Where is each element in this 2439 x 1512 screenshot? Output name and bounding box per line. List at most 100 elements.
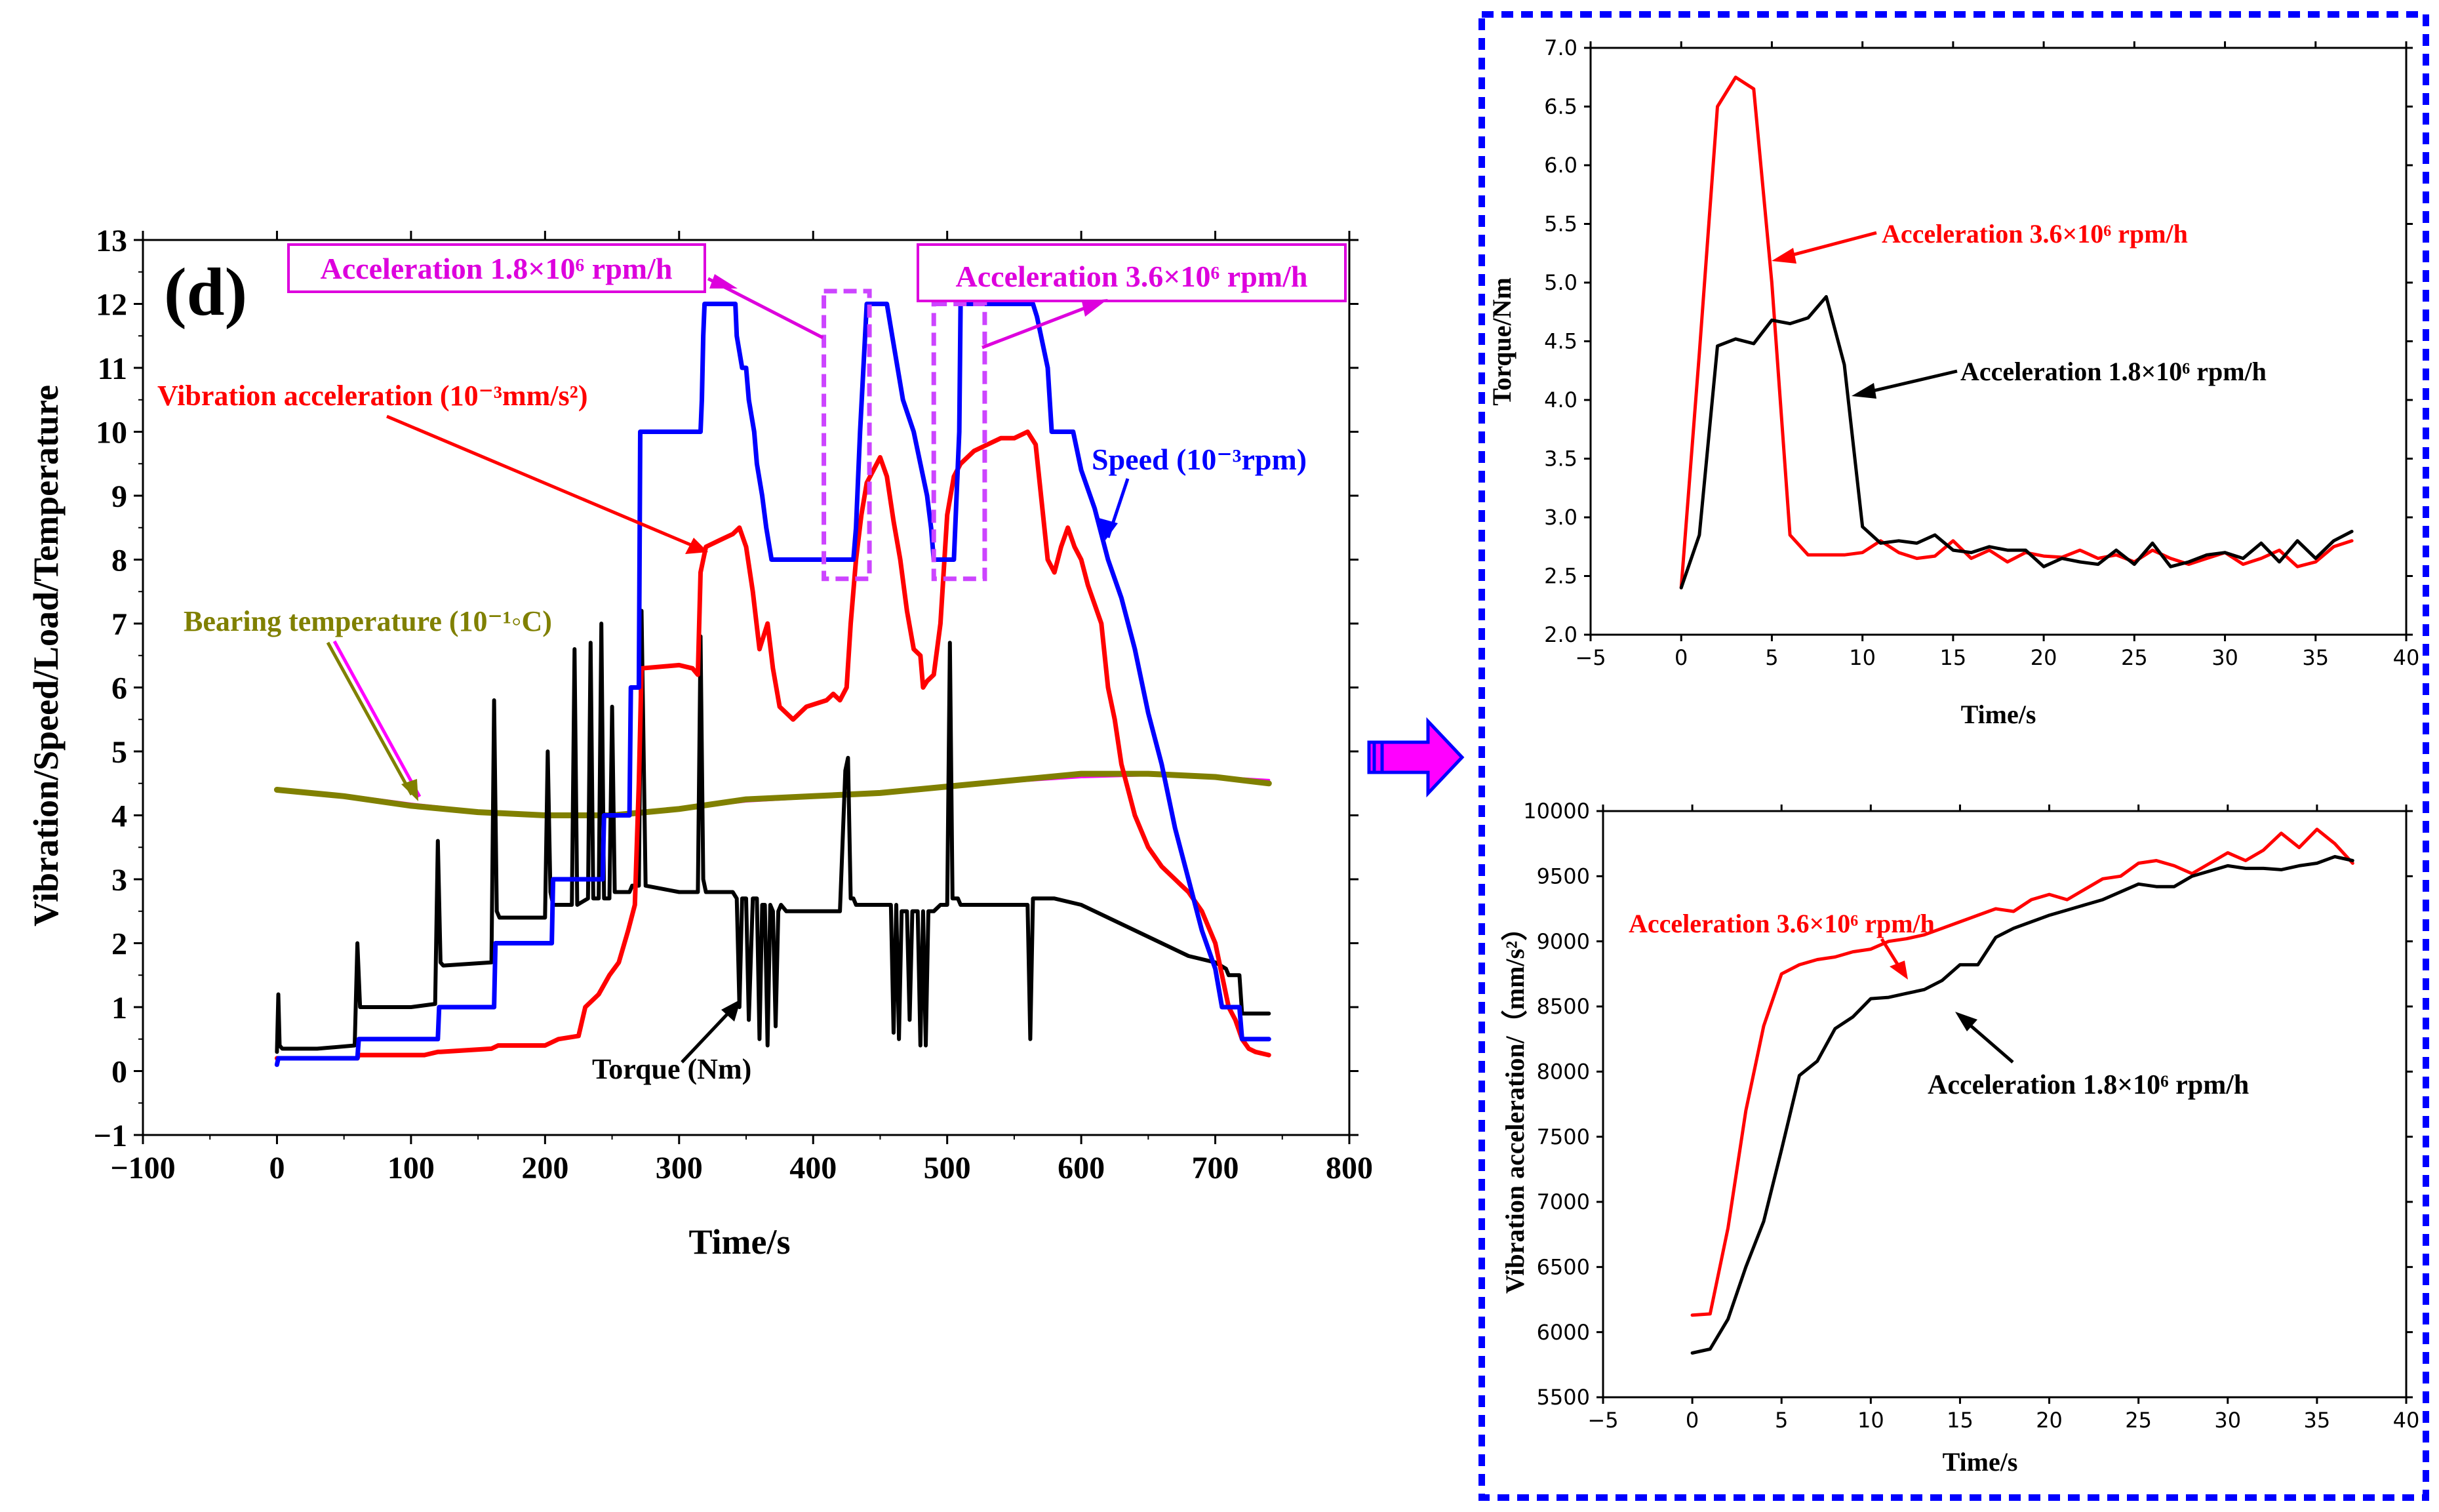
- torque-zoom-y-ticks: 2.0 2.5 3.0 3.5 4.0 4.5 5.0 5.5 6.0 6.5 7.0: [1544, 35, 2413, 647]
- main-x-ticks: −100 0 100 200 300 400 500 600 700 800: [110, 231, 1373, 1185]
- torque-zoom-red-arrowhead: [1772, 248, 1796, 264]
- arrowhead-speed: [1099, 518, 1118, 540]
- vibration-zoom-x-tick-label: 5: [1775, 1408, 1788, 1433]
- vibration-zoom-x-tick-label: 20: [2036, 1408, 2063, 1433]
- vibration-zoom-y-tick-label: 8500: [1537, 994, 1590, 1019]
- main-y-axis-label: Vibration/Speed/Load/Temperature: [26, 385, 66, 926]
- zoom-panels-frame: [1478, 11, 2429, 1501]
- label-vibration: Vibration acceleration (10⁻³mm/s²): [157, 380, 588, 412]
- torque-zoom-x-tick-label: 15: [1940, 645, 1967, 670]
- vibration-zoom-x-tick-label: 35: [2304, 1408, 2331, 1433]
- vibration-zoom-y-tick-label: 6000: [1537, 1320, 1590, 1345]
- arrowhead-torque: [721, 999, 741, 1022]
- main-arrow-heads: [401, 274, 1118, 1022]
- torque-zoom-black-arrow: [1861, 369, 1958, 395]
- vibration-zoom-y-tick-label: 7500: [1537, 1124, 1590, 1149]
- torque-zoom-y-axis-label: Torque/Nm: [1487, 277, 1517, 406]
- torque-zoom-black-label: Acceleration 1.8×10⁶ rpm/h: [1960, 357, 2267, 386]
- panel-label: (d): [164, 254, 247, 330]
- vibration-zoom-x-ticks: −5 0 5 10 15 20 25 30 35 40: [1587, 805, 2419, 1433]
- torque-zoom-chart: −5 0 5 10 15 20 25 30 35 40 2.0 2.5 3.0 3.5 4.0 4.5 5.0…: [1487, 35, 2419, 729]
- torque-zoom-y-tick-label: 5.0: [1544, 270, 1577, 295]
- main-y-tick-label: 6: [111, 671, 127, 706]
- vibration-zoom-x-tick-label: 0: [1686, 1408, 1699, 1433]
- vibration-zoom-series-0-line: [1690, 827, 2354, 1317]
- torque-zoom-x-tick-label: 20: [2031, 645, 2057, 670]
- main-series-2-line: [275, 608, 1271, 1054]
- torque-zoom-y-tick-label: 7.0: [1544, 35, 1577, 60]
- main-y-tick-label: 9: [111, 479, 127, 514]
- main-y-tick-label: 12: [96, 287, 127, 322]
- main-y-tick-label: 2: [111, 926, 127, 961]
- vibration-zoom-y-axis-label: Vibration acceleration/（mm/s²）: [1500, 915, 1530, 1294]
- torque-zoom-x-tick-label: 0: [1675, 645, 1688, 670]
- main-y-tick-label: 1: [111, 991, 127, 1025]
- main-y-tick-label: 8: [111, 543, 127, 578]
- main-x-tick-label: 400: [789, 1151, 837, 1185]
- main-x-tick-label: 500: [924, 1151, 971, 1185]
- highlight-region-1: [931, 302, 987, 582]
- vibration-zoom-x-tick-label: 15: [1947, 1408, 1973, 1433]
- main-x-tick-label: 300: [656, 1151, 703, 1185]
- arrow-temperature: [326, 641, 414, 796]
- torque-zoom-y-tick-label: 4.0: [1544, 388, 1577, 412]
- torque-zoom-y-tick-label: 3.5: [1544, 447, 1577, 471]
- vibration-zoom-frame: [1602, 810, 2408, 1399]
- vibration-zoom-x-tick-label: 40: [2393, 1408, 2420, 1433]
- vibration-zoom-y-tick-label: 5500: [1537, 1385, 1590, 1410]
- torque-zoom-x-tick-label: 25: [2121, 645, 2148, 670]
- vibration-zoom-black-arrowhead: [1955, 1012, 1977, 1031]
- main-x-tick-label: 700: [1192, 1151, 1239, 1185]
- vibration-zoom-chart: −5 0 5 10 15 20 25 30 35 40 5500 6000 6500 7000 7500 8…: [1500, 799, 2419, 1477]
- torque-zoom-x-tick-label: −5: [1575, 645, 1606, 670]
- vibration-zoom-black-label: Acceleration 1.8×10⁶ rpm/h: [1928, 1070, 2249, 1100]
- vibration-zoom-x-tick-label: 10: [1857, 1408, 1884, 1433]
- torque-zoom-x-ticks: −5 0 5 10 15 20 25 30 35 40: [1575, 41, 2419, 670]
- arrow-temperature-magenta: [332, 640, 422, 798]
- main-y-tick-label: 4: [111, 799, 127, 833]
- main-y-tick-label: 7: [111, 607, 127, 642]
- torque-zoom-y-tick-label: 4.5: [1544, 329, 1577, 354]
- main-series-3-line: [273, 770, 1272, 818]
- arrowhead-box-a: [709, 274, 738, 288]
- main-y-tick-label: 10: [96, 415, 127, 450]
- torque-zoom-black-arrowhead: [1852, 383, 1876, 399]
- main-y-tick-label: 13: [96, 224, 127, 258]
- box-acceleration-a-label: Acceleration 1.8×10⁶ rpm/h: [321, 252, 673, 285]
- torque-zoom-y-tick-label: 3.0: [1544, 505, 1577, 530]
- main-x-axis-label: Time/s: [688, 1222, 790, 1262]
- torque-zoom-x-tick-label: 5: [1765, 645, 1778, 670]
- torque-zoom-series-1-line: [1679, 295, 2354, 589]
- transition-arrow: [1367, 717, 1465, 798]
- box-acceleration-b: [917, 243, 1347, 302]
- main-x-tick-label: 100: [387, 1151, 435, 1185]
- main-y-tick-label: 5: [111, 735, 127, 770]
- vibration-zoom-series-1-line: [1690, 855, 2354, 1355]
- main-x-tick-label: 200: [521, 1151, 568, 1185]
- torque-zoom-red-arrow: [1781, 231, 1877, 260]
- label-torque: Torque (Nm): [592, 1053, 751, 1085]
- main-y-tick-label: 0: [111, 1054, 127, 1089]
- main-x-tick-label: 800: [1326, 1151, 1373, 1185]
- label-speed: Speed (10⁻³rpm): [1092, 443, 1307, 476]
- vibration-zoom-y-tick-label: 7000: [1537, 1189, 1590, 1214]
- main-chart: −100 0 100 200 300 400 500 600 700 800 −101234567…: [26, 224, 1373, 1262]
- vibration-zoom-y-tick-label: 9000: [1537, 929, 1590, 954]
- transition-arrow-icon: [1367, 717, 1465, 798]
- label-temperature: Bearing temperature (10⁻¹◦C): [184, 605, 552, 637]
- main-series-1-line: [274, 429, 1271, 1061]
- main-series: [273, 288, 1272, 1067]
- vibration-zoom-series: [1690, 827, 2354, 1355]
- arrow-box-b: [982, 300, 1102, 349]
- vibration-zoom-x-tick-label: −5: [1587, 1408, 1618, 1433]
- vibration-zoom-x-axis-label: Time/s: [1943, 1447, 2018, 1477]
- torque-zoom-x-tick-label: 30: [2211, 645, 2238, 670]
- main-series-0-line: [274, 302, 1271, 1067]
- arrowhead-temperature: [401, 779, 418, 801]
- torque-zoom-y-tick-label: 5.5: [1544, 212, 1577, 237]
- main-x-tick-label: −100: [110, 1151, 175, 1185]
- vibration-zoom-black-arrow: [1962, 1018, 2014, 1064]
- torque-zoom-x-tick-label: 40: [2393, 645, 2420, 670]
